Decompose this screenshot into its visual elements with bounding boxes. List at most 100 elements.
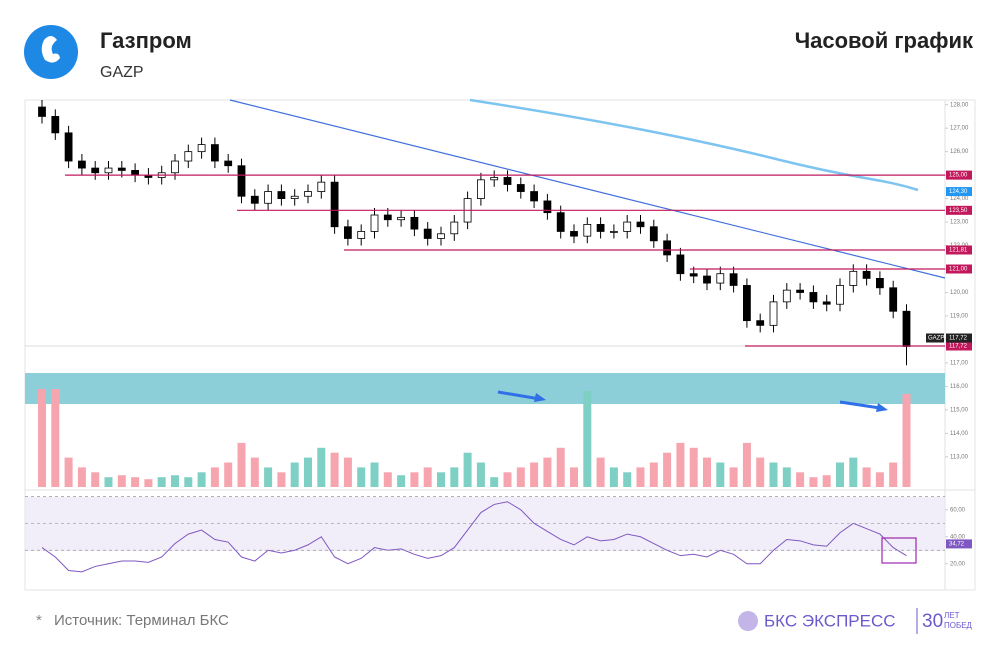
volume-bar xyxy=(862,467,871,487)
candle-body xyxy=(38,106,46,117)
candle-body xyxy=(876,277,884,289)
candle-body xyxy=(676,254,685,275)
volume-bar xyxy=(476,462,485,487)
candle-body xyxy=(649,226,658,242)
volume-bar xyxy=(596,457,605,487)
candle-body xyxy=(104,167,113,174)
candle-body xyxy=(902,310,911,347)
source: Источник: Терминал БКС xyxy=(54,612,229,629)
volume-bar xyxy=(224,462,233,487)
rsi-tick-label: 20,00 xyxy=(950,561,966,567)
rsi-line xyxy=(41,501,907,573)
volume-bar xyxy=(450,467,459,487)
asterisk: * xyxy=(36,612,42,629)
volume-bar xyxy=(889,462,898,487)
y-tick-label: 127,00 xyxy=(950,126,969,132)
volume-bar xyxy=(649,462,658,487)
volume-bar xyxy=(875,472,884,487)
volume-bar xyxy=(609,467,618,487)
level-tag xyxy=(946,264,972,274)
rsi-tick-label: 40,00 xyxy=(950,534,966,540)
candle-body xyxy=(663,240,671,256)
volume-bar xyxy=(742,442,751,487)
ma-label: 124,30 xyxy=(949,189,968,195)
volume-bar xyxy=(703,457,711,487)
candle-body xyxy=(51,116,60,134)
brand-logo xyxy=(738,611,758,631)
candle-body xyxy=(490,177,499,181)
volume-bar xyxy=(796,472,805,487)
level-label: 123,50 xyxy=(949,208,968,214)
y-tick-label: 123,00 xyxy=(950,220,969,226)
volume-bar xyxy=(171,475,179,487)
volume-bar xyxy=(38,389,46,487)
rsi-band xyxy=(25,497,945,551)
candle-body xyxy=(729,273,738,286)
candle-body xyxy=(197,144,206,153)
candle-body xyxy=(78,160,86,169)
candle-body xyxy=(397,216,406,221)
volume-bar xyxy=(570,467,578,487)
candle-body xyxy=(91,167,100,174)
volume-bar xyxy=(503,472,512,487)
volume-bar xyxy=(317,447,326,487)
plot xyxy=(38,100,911,573)
volume-bar xyxy=(397,475,406,487)
candle-body xyxy=(782,289,791,303)
rsi-box xyxy=(881,537,917,564)
candle-body xyxy=(117,167,126,171)
rsi-last-label: 34,72 xyxy=(949,541,965,547)
last-price-label: 117,72 xyxy=(949,336,968,342)
candle-body xyxy=(889,287,898,312)
rsi-tag xyxy=(946,539,972,549)
volume-bar xyxy=(117,475,126,487)
volume-bar xyxy=(131,477,140,487)
volume-bar xyxy=(530,462,539,487)
volume-bar xyxy=(370,462,379,487)
trend-line xyxy=(229,99,946,279)
candle-body xyxy=(636,221,645,228)
volume-bar xyxy=(836,462,844,487)
volume-bar xyxy=(357,467,366,487)
last-price-tag xyxy=(946,333,972,343)
candle-body xyxy=(769,301,778,326)
volume-bar xyxy=(463,452,472,487)
volume-bar xyxy=(157,477,166,487)
y-tick-label: 117,00 xyxy=(950,360,969,366)
level-tag xyxy=(946,341,972,351)
candle-body xyxy=(370,214,379,232)
y-tick-label: 128,00 xyxy=(950,102,969,108)
volume-bar xyxy=(556,447,565,487)
level-tag xyxy=(946,245,972,255)
volume-bar xyxy=(91,472,100,487)
candle-body xyxy=(689,273,698,277)
candle-body xyxy=(796,289,804,293)
candle-body xyxy=(570,231,578,237)
volume-bar xyxy=(822,475,831,487)
volume-bar xyxy=(264,467,273,487)
candle-body xyxy=(357,231,366,239)
volume-bar xyxy=(623,472,632,487)
candle-body xyxy=(556,212,565,232)
candle-body xyxy=(304,191,312,197)
level-label: 125,00 xyxy=(949,173,968,179)
candle-body xyxy=(822,301,831,305)
volume-bar xyxy=(277,472,286,487)
candle-body xyxy=(423,228,432,239)
candle-body xyxy=(809,292,818,303)
candle-body xyxy=(343,226,352,239)
candle-body xyxy=(703,275,711,284)
candle-body xyxy=(716,273,725,284)
level-label: 121,00 xyxy=(949,267,968,273)
volume-bar xyxy=(250,457,259,487)
volume-bar xyxy=(343,457,352,487)
volume-bar xyxy=(64,457,73,487)
candle-body xyxy=(849,270,858,286)
volume-bar xyxy=(383,472,392,487)
candle-body xyxy=(610,231,618,233)
candle-body xyxy=(743,285,751,322)
volume-bar xyxy=(144,479,153,487)
candle-body xyxy=(437,233,445,239)
volume-bar xyxy=(769,462,778,487)
candle-body xyxy=(317,181,326,192)
